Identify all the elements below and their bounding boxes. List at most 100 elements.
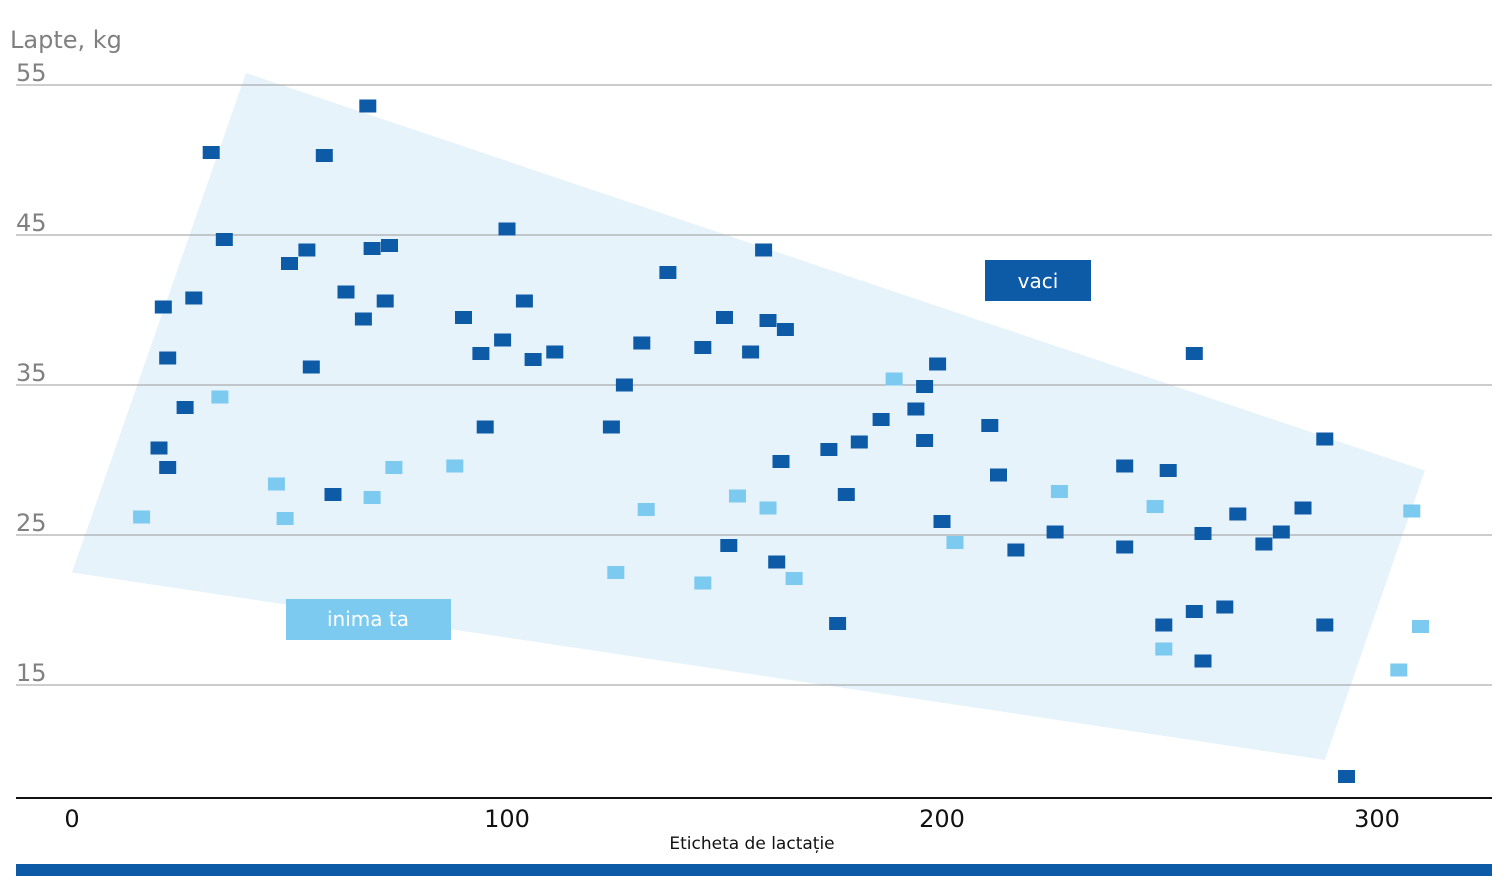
point-vaci-16 <box>363 242 381 255</box>
y-axis-label: Lapte, kg <box>10 26 122 54</box>
point-inima-ta-0 <box>133 510 151 524</box>
point-inima-ta-13 <box>885 372 903 386</box>
point-inima-ta-16 <box>1146 500 1164 513</box>
legend-vaci: vaci <box>985 260 1091 301</box>
x-tick-200: 200 <box>919 805 965 833</box>
point-vaci-41 <box>829 617 847 630</box>
y-tick-15: 15 <box>16 659 47 687</box>
point-vaci-11 <box>315 149 333 162</box>
point-vaci-29 <box>633 336 651 350</box>
point-inima-ta-12 <box>785 572 803 585</box>
point-vaci-39 <box>776 323 794 336</box>
point-vaci-6 <box>202 146 220 159</box>
point-vaci-40 <box>820 443 838 456</box>
point-vaci-25 <box>524 353 542 366</box>
point-vaci-53 <box>1046 525 1064 539</box>
data-points <box>133 99 1429 783</box>
point-vaci-49 <box>933 515 951 528</box>
point-vaci-23 <box>498 222 516 236</box>
point-vaci-43 <box>850 435 868 449</box>
y-tick-45: 45 <box>16 209 47 237</box>
point-vaci-52 <box>1007 543 1025 557</box>
point-vaci-66 <box>1294 501 1312 515</box>
point-vaci-57 <box>1159 464 1177 477</box>
x-tick-100: 100 <box>484 805 530 833</box>
point-vaci-46 <box>916 434 934 447</box>
point-vaci-18 <box>381 239 398 252</box>
point-inima-ta-10 <box>729 489 746 503</box>
series-vaci <box>150 99 1355 783</box>
legend-inima-ta-swatch <box>286 599 451 640</box>
point-vaci-26 <box>546 345 564 359</box>
point-inima-ta-15 <box>1050 485 1068 498</box>
point-vaci-28 <box>615 378 633 392</box>
point-vaci-54 <box>1116 459 1134 473</box>
point-vaci-51 <box>990 468 1007 482</box>
point-vaci-22 <box>494 333 512 347</box>
point-vaci-60 <box>1194 654 1212 668</box>
point-inima-ta-18 <box>1390 663 1408 677</box>
point-vaci-2 <box>159 351 177 365</box>
point-vaci-8 <box>281 257 298 270</box>
point-vaci-44 <box>872 413 890 426</box>
point-vaci-4 <box>176 401 194 414</box>
point-inima-ta-2 <box>267 477 285 491</box>
point-inima-ta-8 <box>637 503 655 516</box>
point-vaci-65 <box>1272 525 1290 539</box>
trend-band <box>72 73 1425 760</box>
point-vaci-58 <box>1185 605 1203 618</box>
point-vaci-20 <box>472 347 490 360</box>
point-vaci-21 <box>476 420 494 434</box>
point-vaci-36 <box>759 314 777 327</box>
point-inima-ta-19 <box>1403 504 1421 518</box>
point-vaci-34 <box>742 345 760 359</box>
point-vaci-17 <box>376 294 394 308</box>
point-inima-ta-17 <box>1155 642 1173 656</box>
point-inima-ta-4 <box>363 491 381 504</box>
point-vaci-9 <box>298 243 316 257</box>
point-vaci-19 <box>455 311 472 324</box>
x-axis-label: Eticheta de lactație <box>669 834 834 854</box>
point-vaci-69 <box>1338 770 1355 783</box>
bottom-accent-bar <box>16 864 1492 876</box>
y-tick-25: 25 <box>16 509 47 537</box>
point-vaci-33 <box>720 539 738 552</box>
point-vaci-32 <box>716 311 733 324</box>
point-inima-ta-6 <box>446 459 464 473</box>
point-vaci-15 <box>359 99 377 113</box>
y-tick-35: 35 <box>16 359 47 387</box>
point-vaci-64 <box>1255 537 1273 551</box>
point-inima-ta-1 <box>211 390 229 404</box>
point-inima-ta-7 <box>607 566 625 579</box>
point-vaci-38 <box>772 455 790 468</box>
point-vaci-5 <box>185 291 203 305</box>
point-vaci-63 <box>1229 507 1247 521</box>
point-vaci-10 <box>302 360 320 374</box>
point-vaci-67 <box>1316 432 1334 446</box>
point-vaci-68 <box>1316 618 1334 632</box>
point-vaci-12 <box>324 488 342 501</box>
point-vaci-47 <box>916 380 934 393</box>
series-inima-ta <box>133 372 1429 677</box>
point-vaci-50 <box>981 419 999 432</box>
point-vaci-56 <box>1155 618 1173 632</box>
point-vaci-55 <box>1116 540 1134 554</box>
point-vaci-37 <box>768 555 786 569</box>
point-inima-ta-14 <box>946 536 964 549</box>
legend-inima-ta-label: inima ta <box>327 607 409 631</box>
point-vaci-61 <box>1194 527 1212 540</box>
legend-inima-ta: inima ta <box>286 599 451 640</box>
point-inima-ta-20 <box>1412 620 1429 633</box>
point-vaci-7 <box>215 233 233 246</box>
y-tick-55: 55 <box>16 59 47 87</box>
point-inima-ta-9 <box>694 576 712 590</box>
y-tick-labels: 15 25 35 45 55 <box>16 59 47 687</box>
legend-vaci-swatch <box>985 260 1091 301</box>
point-vaci-1 <box>154 300 172 314</box>
x-tick-300: 300 <box>1354 805 1400 833</box>
grid-lines <box>16 84 1492 686</box>
point-vaci-27 <box>602 420 620 434</box>
point-vaci-59 <box>1185 347 1203 360</box>
point-vaci-35 <box>755 243 773 257</box>
